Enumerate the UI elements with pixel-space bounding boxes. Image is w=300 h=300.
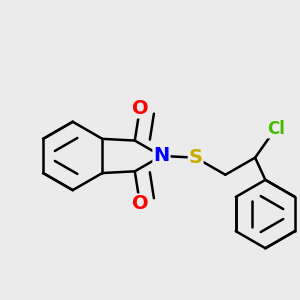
Text: O: O xyxy=(132,99,148,118)
Text: O: O xyxy=(132,194,148,213)
Text: N: N xyxy=(153,146,170,165)
Text: S: S xyxy=(189,148,202,167)
Text: Cl: Cl xyxy=(267,120,285,138)
